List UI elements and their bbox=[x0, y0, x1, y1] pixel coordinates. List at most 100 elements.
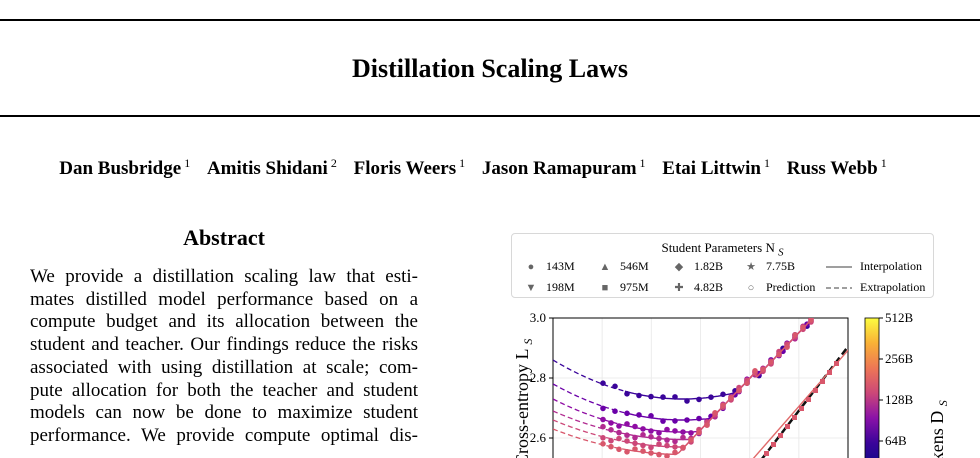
data-point bbox=[648, 444, 654, 451]
abstract-line: models can now be done to maximize stude… bbox=[30, 402, 418, 424]
data-point bbox=[712, 410, 718, 416]
square-icon: ■ bbox=[601, 282, 609, 294]
data-point bbox=[648, 428, 654, 434]
legend-label: Interpolation bbox=[860, 259, 922, 273]
data-point bbox=[656, 435, 662, 442]
data-point bbox=[624, 421, 630, 427]
data-point bbox=[720, 391, 726, 398]
scaling-law-figure: Student Parameters N S ● 143M ▲ 546M ◆ 1.82B ★… bbox=[505, 228, 965, 458]
interpolation-curve bbox=[624, 318, 814, 400]
dashed-line-icon bbox=[826, 282, 852, 294]
open-circle-icon: ○ bbox=[747, 282, 755, 294]
data-point bbox=[664, 442, 670, 449]
data-point bbox=[640, 432, 646, 438]
legend-title: Student Parameters N S bbox=[661, 240, 784, 259]
data-point bbox=[680, 444, 686, 451]
abstract-heading: Abstract bbox=[183, 225, 265, 250]
data-point bbox=[720, 402, 726, 409]
data-point bbox=[799, 406, 804, 411]
data-point bbox=[792, 332, 798, 338]
data-point bbox=[728, 395, 734, 401]
data-point bbox=[600, 435, 606, 441]
data-point bbox=[808, 318, 814, 323]
data-point bbox=[632, 434, 638, 441]
author: Jason Ramapuram 1 bbox=[481, 156, 646, 180]
data-point bbox=[640, 426, 646, 432]
data-point bbox=[834, 361, 839, 366]
circle-icon: ● bbox=[527, 261, 535, 273]
data-point bbox=[616, 435, 622, 442]
colorbar-label-subscript: S bbox=[936, 400, 950, 406]
data-point bbox=[708, 394, 714, 400]
data-point bbox=[792, 415, 797, 420]
data-point bbox=[820, 379, 825, 384]
data-point bbox=[704, 422, 710, 428]
data-point bbox=[680, 434, 686, 441]
data-point bbox=[624, 432, 630, 438]
plus-icon: ✚ bbox=[674, 282, 684, 294]
data-point bbox=[600, 416, 606, 423]
abstract-line: pute allocation for both the teacher and… bbox=[30, 379, 418, 401]
legend-label: 546M bbox=[620, 259, 649, 273]
legend-entry: Interpolation bbox=[826, 259, 922, 274]
data-point bbox=[608, 437, 614, 444]
plot-area bbox=[553, 318, 848, 458]
data-point bbox=[616, 429, 622, 436]
triangle-up-icon: ▲ bbox=[599, 261, 611, 273]
data-point bbox=[672, 444, 678, 450]
data-point bbox=[752, 368, 758, 374]
author: Floris Weers 1 bbox=[353, 156, 466, 180]
data-point bbox=[600, 441, 606, 447]
abstract-line: associated with using distillation at sc… bbox=[30, 356, 418, 378]
data-point bbox=[680, 429, 686, 435]
triangle-down-icon: ▼ bbox=[525, 282, 537, 294]
legend-label: 7.75B bbox=[766, 259, 796, 273]
data-point bbox=[648, 413, 654, 419]
data-point bbox=[640, 442, 646, 449]
data-point bbox=[736, 387, 742, 394]
solid-line-icon bbox=[826, 261, 852, 273]
star-icon: ★ bbox=[746, 261, 756, 273]
data-point bbox=[600, 380, 606, 386]
data-point bbox=[600, 423, 606, 430]
data-point bbox=[800, 324, 806, 331]
data-point bbox=[696, 396, 702, 403]
data-point bbox=[632, 423, 638, 430]
legend-label: 4.82B bbox=[694, 280, 724, 294]
legend-label: 198M bbox=[546, 280, 575, 294]
data-point bbox=[744, 380, 750, 386]
y-tick-label: 2.8 bbox=[530, 370, 546, 385]
data-point bbox=[624, 391, 630, 397]
interpolation-curve bbox=[624, 318, 814, 441]
legend-label: Prediction bbox=[766, 280, 816, 294]
author: Dan Busbridge 1 bbox=[59, 156, 191, 180]
legend-label: 975M bbox=[620, 280, 649, 294]
y-tick-label: 2.6 bbox=[530, 430, 547, 445]
data-point bbox=[688, 437, 694, 443]
data-point bbox=[632, 440, 638, 447]
legend-entry: Extrapolation bbox=[826, 280, 925, 295]
data-point bbox=[616, 423, 622, 429]
abstract-line: We provide a distillation scaling law th… bbox=[30, 266, 418, 287]
plot-frame bbox=[552, 317, 849, 458]
data-point bbox=[608, 427, 614, 433]
extrapolation-curve bbox=[553, 428, 626, 451]
data-point bbox=[636, 412, 642, 418]
author: Etai Littwin 1 bbox=[662, 156, 770, 180]
legend-entry: ● 143M bbox=[524, 259, 575, 274]
colorbar bbox=[864, 317, 880, 458]
data-point bbox=[768, 359, 774, 365]
interpolation-curve bbox=[624, 318, 814, 456]
data-point bbox=[827, 370, 832, 375]
data-point bbox=[624, 438, 630, 444]
abstract-body: We provide a distillation scaling law th… bbox=[30, 266, 418, 448]
y-axis-label-subscript: S bbox=[521, 339, 535, 345]
data-point bbox=[696, 415, 702, 422]
data-point bbox=[776, 351, 782, 358]
legend-label: Extrapolation bbox=[860, 280, 926, 294]
author-list: Dan Busbridge 1 Amitis Shidani 2 Floris We… bbox=[0, 156, 946, 180]
data-point bbox=[778, 433, 783, 438]
data-point bbox=[672, 418, 678, 424]
title-rule-top bbox=[0, 19, 980, 21]
